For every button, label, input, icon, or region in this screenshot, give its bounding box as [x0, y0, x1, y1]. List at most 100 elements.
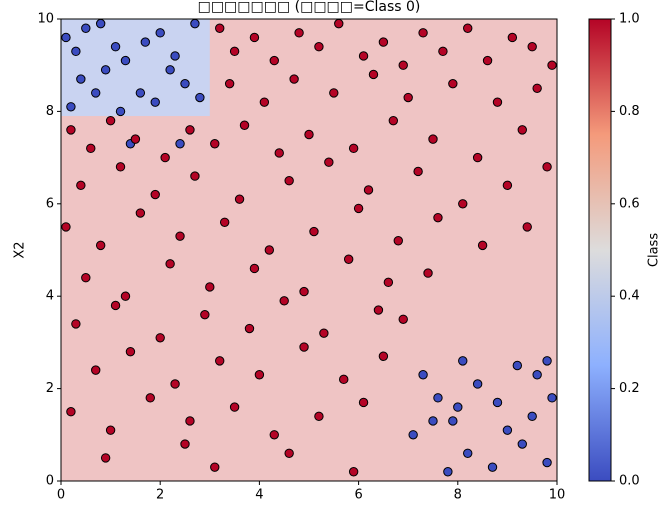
y-axis-label: X2	[13, 241, 28, 258]
point	[76, 74, 86, 84]
point	[373, 305, 384, 315]
point	[527, 42, 537, 52]
point	[244, 323, 255, 334]
y-tick-label: 6	[46, 196, 54, 211]
point	[339, 374, 349, 385]
point	[329, 88, 339, 98]
point	[215, 23, 225, 33]
point	[81, 23, 91, 33]
point	[413, 166, 423, 177]
point	[95, 18, 106, 29]
point	[61, 32, 71, 43]
point	[170, 379, 180, 389]
point	[229, 46, 240, 57]
point	[135, 88, 146, 98]
point	[353, 203, 364, 214]
point	[115, 106, 126, 117]
point	[140, 37, 151, 47]
point	[368, 69, 379, 80]
point	[378, 351, 389, 361]
point	[443, 467, 453, 477]
point	[155, 333, 165, 343]
y-tick-label: 2	[46, 381, 54, 396]
point	[517, 125, 527, 135]
point	[259, 97, 270, 107]
point	[224, 78, 235, 89]
point	[170, 51, 180, 61]
point	[294, 28, 304, 38]
point	[324, 157, 334, 167]
point	[542, 356, 552, 366]
point	[502, 180, 513, 191]
point	[190, 18, 200, 29]
point	[408, 430, 418, 440]
point	[299, 286, 309, 297]
point	[105, 115, 116, 126]
point	[532, 370, 542, 380]
point	[423, 268, 433, 278]
point	[527, 411, 537, 422]
point	[274, 148, 284, 158]
y-tick-label: 0	[46, 474, 54, 489]
point	[66, 102, 76, 112]
point	[542, 457, 552, 468]
point	[165, 259, 175, 269]
point	[195, 92, 205, 103]
point	[284, 448, 294, 458]
point	[507, 32, 518, 43]
y-tick-label: 10	[37, 12, 54, 27]
point	[388, 115, 399, 126]
point	[120, 55, 131, 66]
x-tick-label: 4	[255, 488, 263, 503]
point	[542, 162, 552, 172]
point	[175, 231, 185, 241]
point	[110, 42, 121, 52]
point	[343, 254, 354, 264]
chart-title: □□□□□□□ (□□□□=Class 0)	[198, 0, 421, 15]
point	[289, 74, 299, 84]
point	[264, 245, 275, 255]
point	[319, 328, 329, 338]
decision-region	[61, 19, 210, 117]
point	[190, 171, 200, 181]
point	[547, 60, 557, 70]
point	[398, 314, 408, 324]
point	[234, 194, 245, 204]
point	[448, 78, 458, 89]
point	[309, 226, 319, 237]
point	[398, 60, 408, 70]
point	[61, 222, 71, 232]
point	[334, 18, 344, 29]
point	[547, 393, 557, 403]
point	[210, 462, 220, 472]
point	[91, 88, 101, 98]
point	[463, 23, 473, 33]
point	[130, 134, 141, 144]
point	[502, 425, 513, 435]
point	[110, 300, 121, 311]
point	[269, 55, 279, 66]
plot-frame	[60, 18, 558, 482]
point	[314, 42, 324, 52]
point	[180, 439, 190, 449]
y-tick-label: 8	[46, 104, 54, 119]
point	[185, 125, 195, 135]
point	[492, 397, 503, 408]
point	[492, 97, 503, 107]
point	[150, 189, 160, 200]
point	[239, 120, 250, 130]
point	[522, 222, 532, 232]
point	[160, 152, 170, 163]
point	[200, 309, 210, 320]
point	[358, 397, 369, 408]
point	[304, 129, 314, 140]
colorbar-tick-label: 1.0	[619, 12, 640, 27]
point	[453, 402, 463, 412]
point	[448, 416, 458, 426]
point	[165, 65, 175, 75]
point	[125, 346, 136, 357]
colorbar-tick-label: 0.4	[619, 289, 640, 304]
point	[428, 416, 438, 426]
point	[135, 208, 146, 218]
